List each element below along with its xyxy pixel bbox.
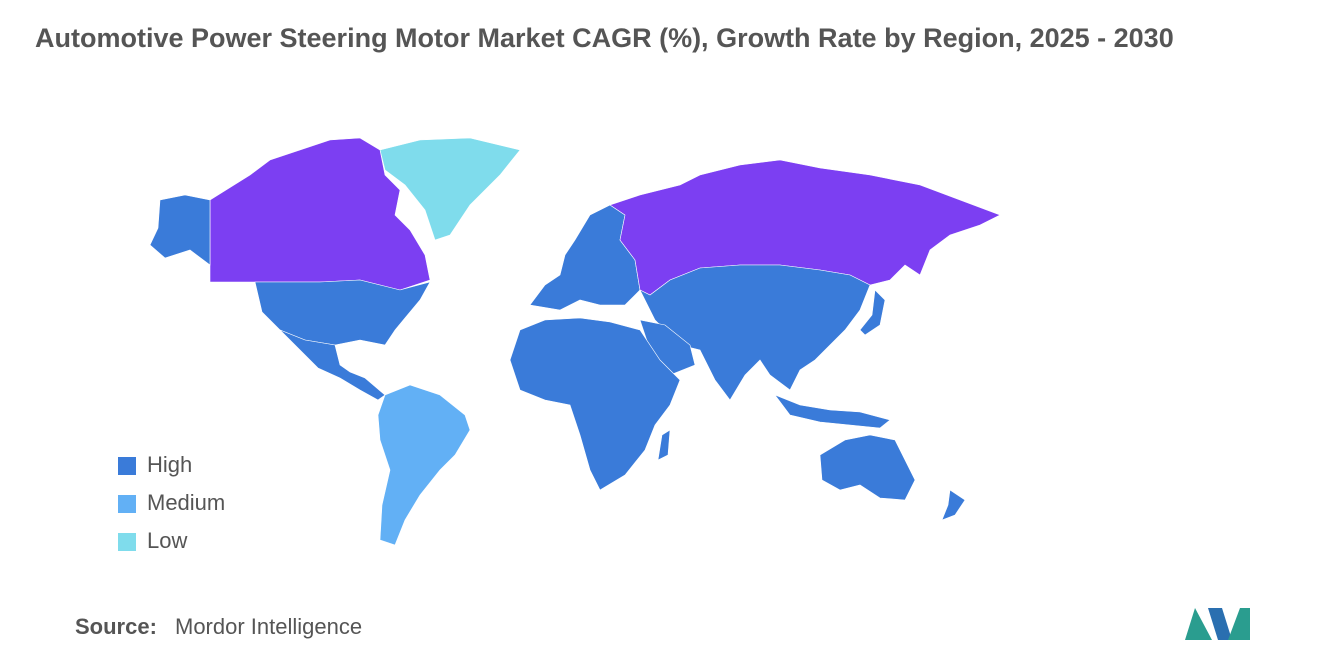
legend-label: High xyxy=(147,452,192,477)
europe xyxy=(529,204,641,311)
new-zealand xyxy=(941,489,966,521)
alaska xyxy=(149,194,211,266)
legend-swatch xyxy=(118,533,136,551)
legend: High Medium Low xyxy=(118,452,225,553)
source-label: Source: xyxy=(75,614,157,639)
source-text: Mordor Intelligence xyxy=(175,614,362,639)
title: Automotive Power Steering Motor Market C… xyxy=(35,23,1174,53)
indonesia xyxy=(774,394,891,429)
south-america xyxy=(377,384,471,546)
usa xyxy=(254,279,431,346)
japan xyxy=(859,289,886,336)
madagascar xyxy=(657,429,671,461)
logo xyxy=(1185,608,1250,640)
world-map xyxy=(149,137,1001,546)
legend-label: Low xyxy=(147,528,187,553)
australia xyxy=(819,434,916,501)
africa xyxy=(509,317,681,491)
greenland xyxy=(379,137,521,241)
legend-swatch xyxy=(118,495,136,513)
legend-label: Medium xyxy=(147,490,225,515)
legend-swatch xyxy=(118,457,136,475)
asia xyxy=(639,264,871,401)
